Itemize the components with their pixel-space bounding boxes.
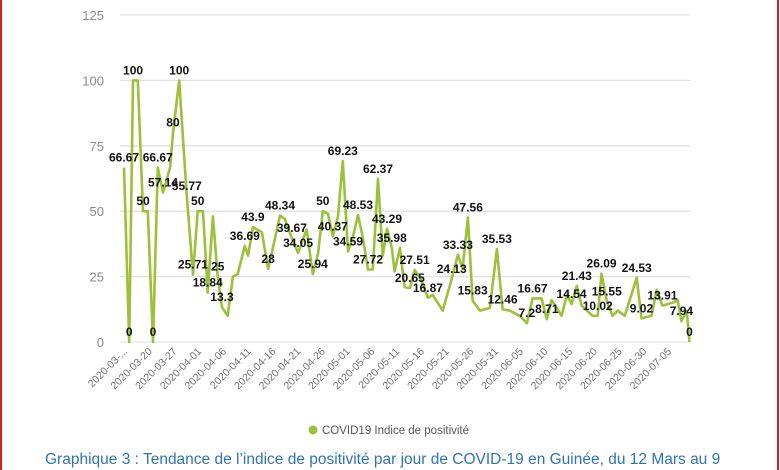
y-tick-label: 125	[82, 8, 104, 23]
data-label: 69.23	[328, 144, 358, 158]
data-label: 57.14	[148, 176, 178, 190]
data-label: 43.29	[372, 212, 402, 226]
data-label: 100	[123, 63, 143, 77]
data-label: 25	[211, 260, 225, 274]
data-label: 80	[166, 116, 180, 130]
data-label: 48.34	[265, 199, 295, 213]
border-right	[777, 0, 779, 470]
data-label: 9.02	[630, 301, 654, 315]
data-label: 20.65	[395, 271, 425, 285]
data-label: 0	[686, 325, 693, 339]
data-label: 50	[316, 194, 330, 208]
data-label: 7.94	[670, 304, 694, 318]
data-label: 35.53	[482, 232, 512, 246]
data-label: 48.53	[343, 198, 373, 212]
data-label: 43.9	[241, 210, 265, 224]
figure-caption: Graphique 3 : Tendance de l’indice de po…	[45, 451, 721, 468]
legend-marker	[308, 425, 318, 435]
data-label: 7.2	[519, 306, 536, 320]
data-label: 13.3	[210, 290, 234, 304]
data-label: 26.09	[587, 257, 617, 271]
data-label: 12.46	[488, 292, 518, 306]
y-tick-label: 100	[82, 73, 104, 88]
data-label: 0	[126, 325, 133, 339]
data-label: 0	[150, 325, 157, 339]
data-label: 24.13	[437, 262, 467, 276]
series-line	[122, 79, 691, 344]
data-label: 62.37	[363, 162, 393, 176]
data-label: 18.84	[193, 276, 223, 290]
data-label: 14.54	[557, 287, 587, 301]
data-label: 24.53	[622, 261, 652, 275]
y-tick-label: 0	[97, 335, 104, 350]
data-label: 27.51	[400, 253, 430, 267]
border-left	[0, 0, 2, 470]
y-tick-label: 25	[90, 270, 104, 285]
data-label: 40.37	[318, 219, 348, 233]
data-label: 8.71	[535, 302, 559, 316]
y-tick-label: 50	[90, 204, 104, 219]
data-label: 35.98	[377, 231, 407, 245]
data-label: 10.02	[583, 299, 613, 313]
data-label: 15.55	[592, 284, 622, 298]
data-label: 34.05	[283, 236, 313, 250]
data-label: 36.69	[230, 229, 260, 243]
data-label: 50	[191, 194, 205, 208]
data-label: 39.67	[277, 221, 307, 235]
data-label: 33.33	[443, 238, 473, 252]
data-label: 100	[169, 63, 189, 77]
y-tick-label: 75	[90, 139, 104, 154]
data-label: 34.59	[333, 235, 363, 249]
data-label: 15.83	[458, 284, 488, 298]
data-label: 28	[261, 252, 275, 266]
data-label: 66.67	[109, 151, 139, 165]
data-label: 25.71	[178, 258, 208, 272]
data-label: 50	[136, 194, 150, 208]
data-label: 47.56	[453, 201, 483, 215]
data-label: 27.72	[353, 252, 383, 266]
data-label: 16.67	[518, 281, 548, 295]
data-label: 25.94	[298, 257, 328, 271]
data-label: 55.77	[172, 179, 202, 193]
data-label: 21.43	[562, 269, 592, 283]
data-label: 66.67	[143, 151, 173, 165]
legend-label: COVID19 Indice de positivité	[322, 425, 469, 437]
data-label: 13.91	[647, 289, 677, 303]
data-label: 16.87	[413, 281, 443, 295]
